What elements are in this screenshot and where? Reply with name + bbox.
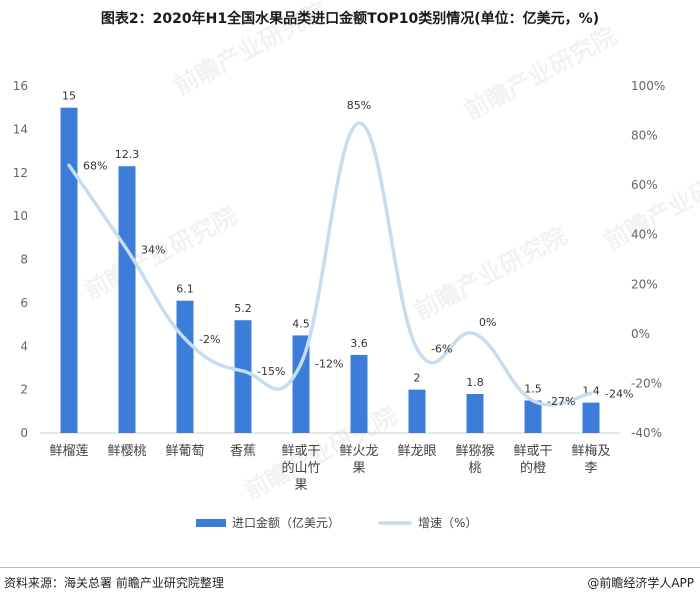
category-label: 果: [352, 461, 365, 476]
right-axis-tick-label: -20%: [631, 376, 662, 390]
right-axis-tick-label: 60%: [631, 178, 658, 192]
growth-rate-label: 85%: [347, 99, 371, 112]
bar-series: [60, 107, 600, 433]
growth-rate-label: 68%: [83, 159, 107, 172]
growth-rate-labels: 68% 34% -2% -15% -12% 85% -6% 0% -27% -24%: [83, 99, 633, 408]
bar: [582, 402, 600, 433]
category-label: 香蕉: [230, 444, 256, 459]
bar-value-label: 5.2: [234, 302, 252, 315]
bar-value-label: 1.8: [466, 376, 484, 389]
footer-divider: [0, 567, 700, 568]
growth-rate-line: [67, 121, 593, 407]
legend: 进口金额（亿美元） 增速（%）: [196, 515, 477, 530]
right-axis-tick-label: 0%: [631, 327, 650, 341]
bar-value-label: 2: [414, 372, 421, 385]
category-label: 果: [294, 478, 307, 493]
bar-value-label: 1.5: [524, 382, 542, 395]
right-axis-tick-label: 80%: [631, 129, 658, 143]
left-axis-tick-label: 8: [20, 253, 28, 267]
right-axis-tick-label: 100%: [631, 79, 665, 93]
right-axis-tick-label: 20%: [631, 277, 658, 291]
bar: [350, 354, 368, 433]
legend-line-label: 增速（%）: [418, 516, 477, 530]
category-label: 李: [584, 461, 597, 476]
growth-rate-label: 34%: [141, 244, 165, 257]
category-label: 的橙: [520, 460, 546, 476]
category-label: 桃: [468, 461, 481, 476]
bar-value-label: 4.5: [292, 317, 310, 330]
category-label: 鲜榴莲: [49, 444, 88, 459]
bar: [118, 166, 136, 433]
category-label: 的山竹: [281, 460, 320, 476]
bar: [292, 335, 310, 433]
bar: [524, 400, 542, 433]
category-label: 鲜梅及: [571, 444, 610, 459]
category-label: 鲜龙眼: [397, 444, 436, 459]
bar: [234, 320, 252, 433]
growth-rate-label: -27%: [547, 395, 575, 408]
growth-rate-label: 0%: [479, 316, 496, 329]
left-axis-tick-label: 10: [13, 209, 28, 223]
category-label: 鲜或干: [513, 444, 552, 459]
bar: [408, 389, 426, 433]
bar-value-label: 15: [62, 90, 76, 103]
watermark-text: 前瞻产业研究院: [410, 222, 571, 326]
right-axis-tick-label: 40%: [631, 228, 658, 242]
left-axis-tick-label: 14: [13, 122, 28, 136]
watermark-text: 前瞻产业研究院: [170, 0, 331, 100]
left-axis-tick-label: 0: [20, 426, 28, 440]
left-axis-tick-label: 16: [13, 79, 28, 93]
growth-rate-label: -6%: [431, 343, 452, 356]
bar: [176, 300, 194, 433]
growth-rate-label: -2%: [199, 333, 220, 346]
bar-value-label: 12.3: [115, 148, 140, 161]
category-label: 鲜樱桃: [107, 443, 146, 459]
right-axis: -40% -20% 0% 20% 40% 60% 80% 100%: [631, 79, 665, 440]
bar: [60, 107, 78, 433]
left-axis-tick-label: 2: [20, 383, 28, 397]
growth-rate-label: -24%: [605, 387, 633, 400]
bar-value-label: 6.1: [176, 283, 194, 296]
legend-bar-swatch: [196, 519, 226, 527]
growth-rate-label: -12%: [315, 358, 343, 371]
chart-title: 图表2：2020年H1全国水果品类进口金额TOP10类别情况(单位：亿美元，%): [100, 11, 600, 27]
right-axis-tick-label: -40%: [631, 426, 662, 440]
legend-bar-label: 进口金额（亿美元）: [232, 515, 340, 530]
category-label: 鲜猕猴: [455, 444, 494, 459]
category-label: 鲜葡萄: [165, 444, 204, 459]
left-axis-tick-label: 4: [20, 339, 28, 353]
source-note: 资料来源：海关总署 前瞻产业研究院整理: [4, 576, 224, 590]
left-axis: 0 2 4 6 8 10 12 14 16: [13, 79, 28, 440]
left-axis-tick-label: 12: [13, 166, 28, 180]
category-label: 鲜或干: [281, 444, 320, 459]
growth-rate-label: -15%: [257, 365, 285, 378]
credit-note: @前瞻经济学人APP: [587, 576, 694, 590]
category-label: 鲜火龙: [339, 444, 378, 459]
bar: [466, 393, 484, 433]
bar-value-label: 3.6: [350, 337, 368, 350]
left-axis-tick-label: 6: [20, 296, 28, 310]
watermark-text: 前瞻产业研究院: [460, 22, 621, 126]
